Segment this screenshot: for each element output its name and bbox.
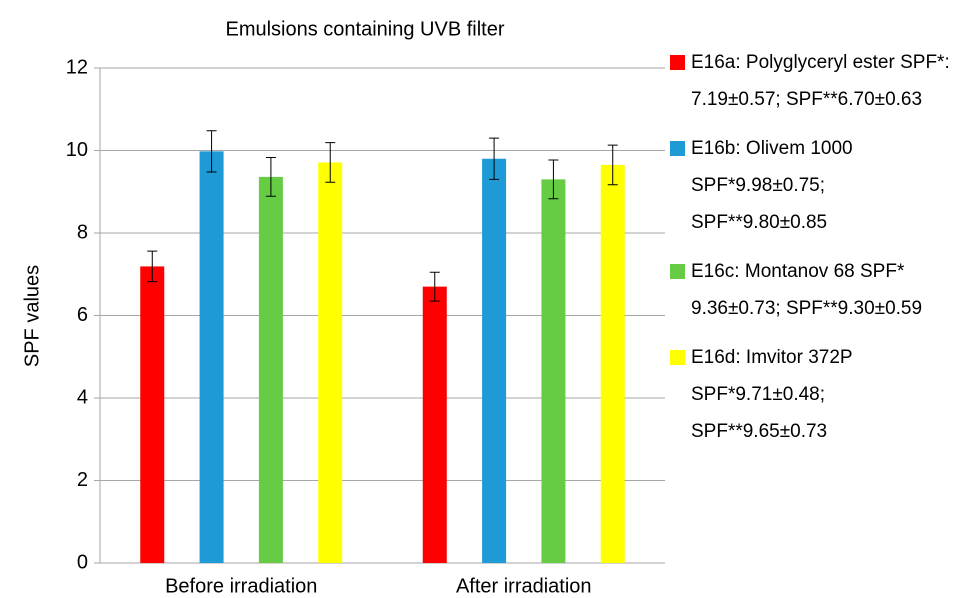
- bar: [199, 151, 224, 563]
- bar: [140, 266, 165, 563]
- legend-label: E16a: Polyglyceryl ester SPF*: 7.19±0.57…: [691, 52, 950, 110]
- legend-swatch: [670, 350, 685, 365]
- error-bar: [607, 144, 618, 186]
- y-axis-label: SPF values: [21, 265, 43, 367]
- error-bar: [429, 271, 440, 302]
- bar: [318, 162, 343, 563]
- x-tick-label: After irradiation: [456, 575, 592, 597]
- bar: [482, 158, 507, 563]
- y-tick-label: 8: [77, 221, 88, 243]
- error-bar: [265, 157, 276, 197]
- legend-label: E16d: Imvitor 372P SPF*9.71±0.48; SPF**9…: [691, 347, 853, 442]
- y-tick-label: 2: [77, 469, 88, 491]
- y-tick-label: 0: [77, 551, 88, 573]
- legend-entry: E16c: Montanov 68 SPF* 9.36±0.73; SPF**9…: [670, 253, 965, 327]
- chart-title: Emulsions containing UVB filter: [225, 18, 504, 40]
- y-tick-label: 12: [66, 56, 88, 78]
- x-tick-label: Before irradiation: [165, 575, 317, 597]
- legend-swatch: [670, 55, 685, 70]
- bar: [258, 176, 283, 563]
- error-bar: [206, 130, 217, 173]
- legend-swatch: [670, 141, 685, 156]
- legend-label: E16b: Olivem 1000 SPF*9.98±0.75; SPF**9.…: [691, 138, 853, 233]
- bar: [422, 286, 447, 563]
- error-bar: [548, 159, 559, 200]
- y-tick-label: 6: [77, 304, 88, 326]
- bar: [600, 164, 625, 563]
- legend-entry: E16b: Olivem 1000 SPF*9.98±0.75; SPF**9.…: [670, 130, 965, 241]
- bar: [541, 179, 566, 563]
- legend-entry: E16a: Polyglyceryl ester SPF*: 7.19±0.57…: [670, 44, 965, 118]
- legend: E16a: Polyglyceryl ester SPF*: 7.19±0.57…: [670, 44, 965, 450]
- error-bar: [489, 137, 500, 180]
- y-tick-label: 10: [66, 139, 88, 161]
- error-bar: [325, 142, 336, 183]
- legend-entry: E16d: Imvitor 372P SPF*9.71±0.48; SPF**9…: [670, 339, 965, 450]
- error-bar: [147, 250, 158, 283]
- legend-label: E16c: Montanov 68 SPF* 9.36±0.73; SPF**9…: [691, 261, 923, 319]
- legend-swatch: [670, 264, 685, 279]
- y-tick-label: 4: [77, 386, 88, 408]
